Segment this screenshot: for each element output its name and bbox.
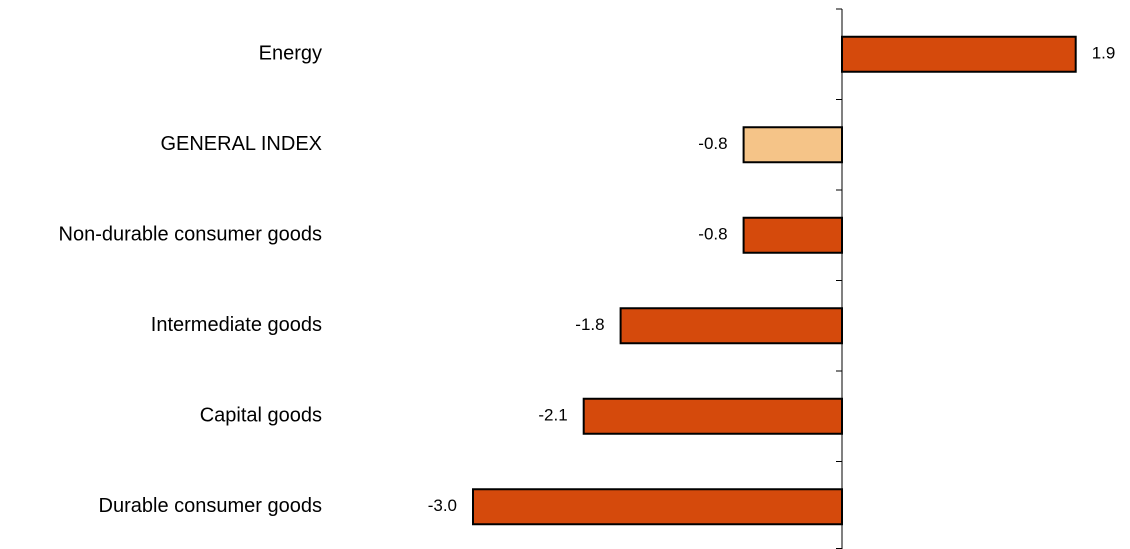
category-label-non-durable-consumer-goods: Non-durable consumer goods: [59, 224, 323, 246]
bar-general-index: [742, 126, 843, 164]
bar-non-durable-consumer-goods: [742, 216, 843, 254]
category-label-durable-consumer-goods: Durable consumer goods: [99, 495, 322, 517]
category-label-capital-goods: Capital goods: [200, 405, 322, 427]
value-label-energy: 1.9: [1092, 44, 1116, 63]
value-label-capital-goods: -2.1: [538, 406, 567, 425]
category-label-intermediate-goods: Intermediate goods: [151, 314, 322, 336]
bars-layer: [472, 35, 1077, 526]
category-label-energy: Energy: [259, 43, 322, 65]
labels-layer: Energy 1.9 GENERAL INDEX -0.8 Non-durable co…: [59, 43, 1116, 518]
bar-energy: [841, 35, 1077, 73]
category-label-general-index: GENERAL INDEX: [160, 133, 322, 155]
value-label-non-durable-consumer-goods: -0.8: [698, 225, 727, 244]
value-label-intermediate-goods: -1.8: [575, 315, 604, 334]
axis-layer: [836, 8, 843, 549]
bar-durable-consumer-goods: [472, 488, 843, 526]
bar-capital-goods: [582, 397, 843, 435]
bar-intermediate-goods: [619, 307, 843, 345]
value-label-general-index: -0.8: [698, 134, 727, 153]
value-label-durable-consumer-goods: -3.0: [428, 496, 457, 515]
